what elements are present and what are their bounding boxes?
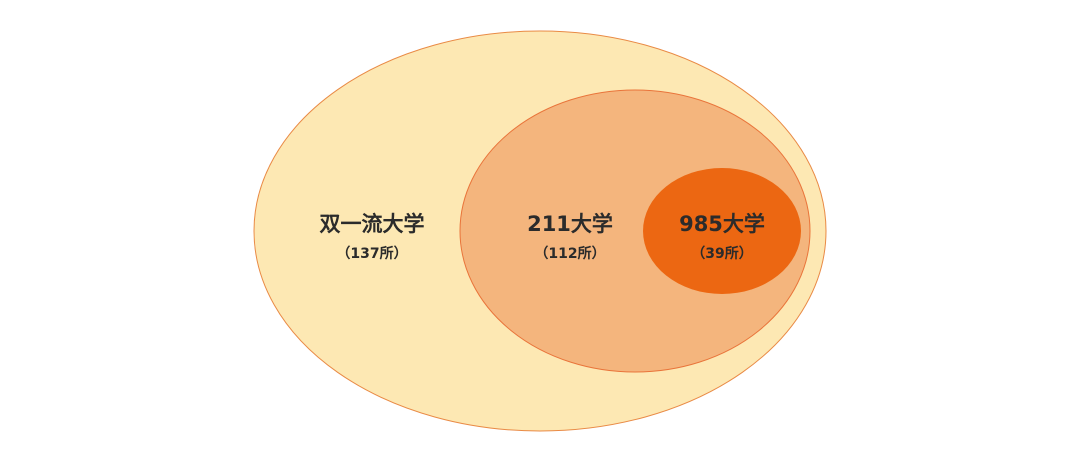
985-count: （39所） (691, 245, 752, 262)
211-count: （112所） (534, 245, 605, 262)
double-first-class-count: （137所） (336, 245, 407, 262)
211-set (459, 89, 811, 373)
985-label: 985大学 (679, 212, 765, 236)
211-label: 211大学 (527, 212, 613, 236)
985-set (643, 168, 801, 294)
double-first-class-label: 双一流大学 (320, 212, 425, 236)
